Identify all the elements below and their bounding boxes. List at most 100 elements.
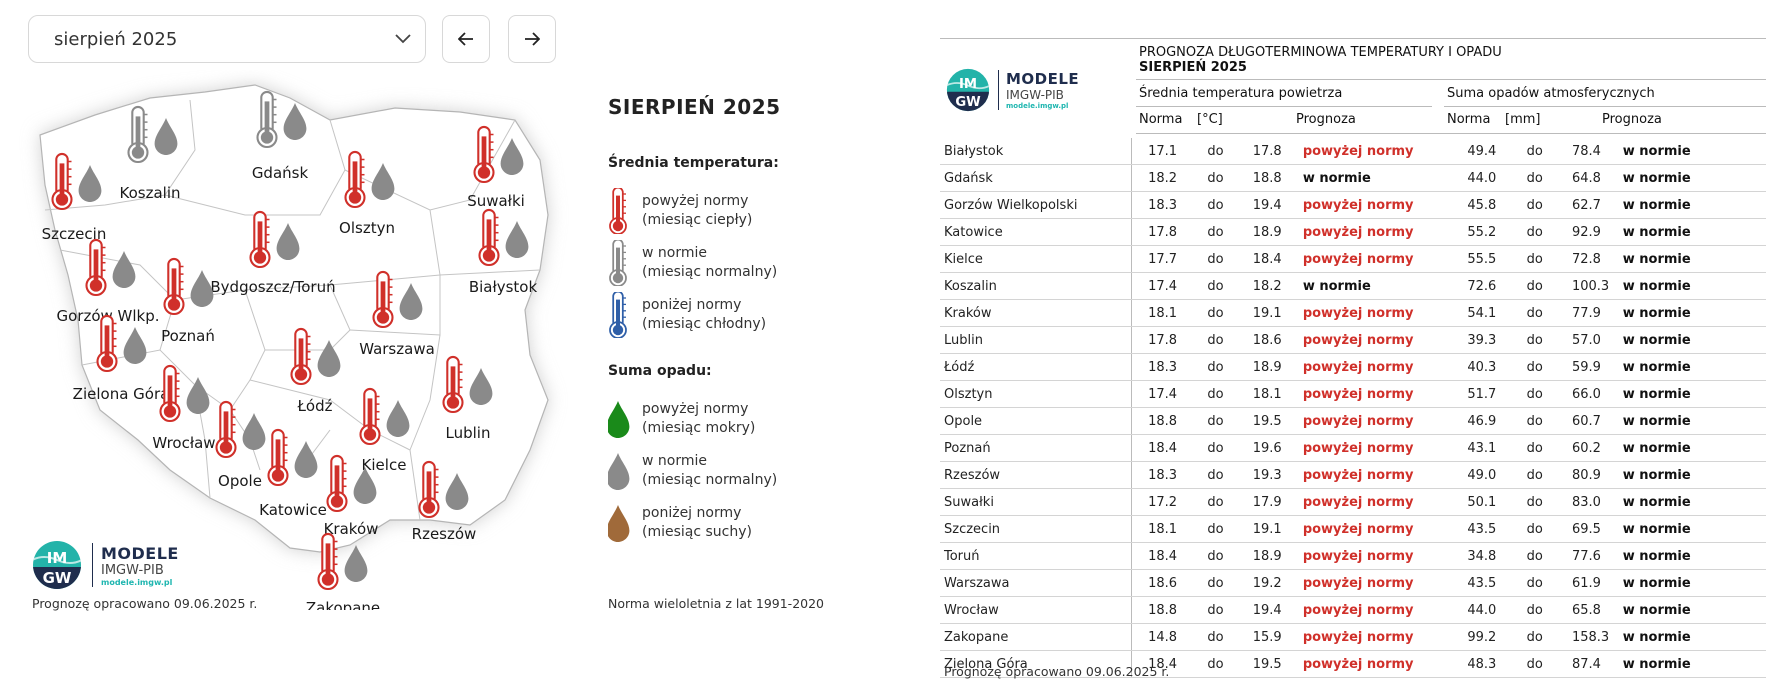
forecast-cell: w normie (1622, 542, 1766, 570)
range-separator: do (1526, 353, 1572, 381)
table-row: Katowice 17.8 do 18.9 powyżej normy 55.2 do 92.… (940, 218, 1766, 246)
city-label: Opole (218, 472, 262, 490)
forecast-cell: powyżej normy (1302, 191, 1452, 219)
thermometer-icon (96, 314, 118, 373)
range-separator: do (1526, 218, 1572, 246)
value-cell: 43.5 (1451, 515, 1527, 543)
forecast-cell: powyżej normy (1302, 650, 1452, 678)
value-cell: 19.1 (1252, 515, 1303, 543)
imgw-badge-icon: IM GW (946, 68, 990, 112)
range-separator: do (1526, 623, 1572, 651)
temp-group-header: Średnia temperatura powietrza (1139, 86, 1343, 101)
thermometer-icon (609, 292, 627, 338)
forecast-cell: w normie (1622, 650, 1766, 678)
forecast-cell: w normie (1622, 164, 1766, 192)
city-cell: Wrocław (940, 596, 1133, 624)
value-cell: 65.8 (1571, 596, 1623, 624)
range-separator: do (1526, 515, 1572, 543)
value-cell: 40.3 (1451, 353, 1527, 381)
range-separator: do (1526, 299, 1572, 327)
range-separator: do (1207, 138, 1253, 165)
table-row: Poznań 18.4 do 19.6 powyżej normy 43.1 do 60.2 w… (940, 434, 1766, 462)
range-separator: do (1207, 623, 1253, 651)
forecast-cell: w normie (1622, 488, 1766, 516)
value-cell: 72.8 (1571, 245, 1623, 273)
legend-footnote: Norma wieloletnia z lat 1991-2020 (608, 596, 825, 611)
forecast-cell: powyżej normy (1302, 542, 1452, 570)
thermometer-icon (609, 188, 627, 234)
month-select[interactable]: sierpień 2025 (28, 15, 426, 63)
table-month: SIERPIEŃ 2025 (1139, 60, 1247, 75)
forecast-cell: powyżej normy (1302, 299, 1452, 327)
arrow-right-icon (525, 32, 540, 46)
table-row: Kielce 17.7 do 18.4 powyżej normy 55.5 do 72.8 w… (940, 245, 1766, 273)
range-separator: do (1526, 191, 1572, 219)
value-cell: 39.3 (1451, 326, 1527, 354)
table-row: Szczecin 18.1 do 19.1 powyżej normy 43.5 do 69.… (940, 515, 1766, 543)
forecast-cell: powyżej normy (1302, 623, 1452, 651)
table-row: Zakopane 14.8 do 15.9 powyżej normy 99.2 do 158… (940, 623, 1766, 651)
thermometer-icon (609, 240, 627, 286)
value-cell: 18.9 (1252, 353, 1303, 381)
value-cell: 18.2 (1131, 164, 1208, 192)
value-cell: 17.8 (1131, 326, 1208, 354)
value-cell: 158.3 (1571, 623, 1623, 651)
value-cell: 44.0 (1451, 164, 1527, 192)
value-cell: 60.2 (1571, 434, 1623, 462)
forecast-cell: powyżej normy (1302, 138, 1452, 165)
legend-temp-heading: Średnia temperatura: (608, 155, 779, 171)
city-cell: Gdańsk (940, 164, 1133, 192)
city-label: Łódź (296, 397, 332, 415)
city-cell: Białystok (940, 138, 1133, 165)
value-cell: 17.4 (1131, 272, 1208, 300)
value-cell: 18.1 (1131, 299, 1208, 327)
rain-drop-icon (371, 163, 395, 201)
table-row: Opole 18.8 do 19.5 powyżej normy 46.9 do 60.7 w … (940, 407, 1766, 435)
range-separator: do (1207, 164, 1253, 192)
previous-month-button[interactable] (442, 15, 490, 63)
range-separator: do (1207, 488, 1253, 516)
city-cell: Łódź (940, 353, 1133, 381)
rain-drop-icon (505, 221, 529, 259)
month-select-value: sierpień 2025 (54, 28, 178, 50)
logo-line3: modele.imgw.pl (101, 577, 173, 587)
rain-drop-icon (154, 118, 178, 156)
forecast-cell: powyżej normy (1302, 407, 1452, 435)
city-label: Szczecin (42, 225, 107, 243)
city-cell: Rzeszów (940, 461, 1133, 489)
range-separator: do (1526, 138, 1572, 165)
chevron-down-icon (395, 34, 411, 44)
thermometer-icon (159, 364, 181, 423)
city-label: Zakopane (306, 599, 380, 610)
forecast-cell: w normie (1622, 353, 1766, 381)
city-cell: Poznań (940, 434, 1133, 462)
city-cell: Koszalin (940, 272, 1133, 300)
range-separator: do (1207, 515, 1253, 543)
city-label: Rzeszów (412, 525, 477, 543)
thermometer-icon (442, 355, 464, 414)
poland-forecast-map: Szczecin Koszalin Gdańsk Olsztyn Suwałki (39, 84, 549, 610)
value-cell: 19.5 (1252, 407, 1303, 435)
next-month-button[interactable] (508, 15, 556, 63)
value-cell: 17.2 (1131, 488, 1208, 516)
value-cell: 49.4 (1451, 138, 1527, 165)
table-row: Olsztyn 17.4 do 18.1 powyżej normy 51.7 do 66.0… (940, 380, 1766, 408)
forecast-cell: w normie (1622, 245, 1766, 273)
value-cell: 77.6 (1571, 542, 1623, 570)
value-cell: 43.1 (1451, 434, 1527, 462)
value-cell: 72.6 (1451, 272, 1527, 300)
range-separator: do (1526, 245, 1572, 273)
table-row: Gorzów Wielkopolski 18.3 do 19.4 powyżej nor… (940, 191, 1766, 219)
forecast-cell: w normie (1622, 380, 1766, 408)
forecast-cell: w normie (1622, 434, 1766, 462)
value-cell: 17.9 (1252, 488, 1303, 516)
rain-drop-icon (78, 165, 102, 203)
value-cell: 18.6 (1131, 569, 1208, 597)
value-cell: 55.5 (1451, 245, 1527, 273)
thermometer-icon (163, 257, 185, 316)
value-cell: 49.0 (1451, 461, 1527, 489)
table-row: Lublin 17.8 do 18.6 powyżej normy 39.3 do 57.0 w… (940, 326, 1766, 354)
value-cell: 61.9 (1571, 569, 1623, 597)
value-cell: 55.2 (1451, 218, 1527, 246)
imgw-badge-icon: IM GW (33, 541, 81, 589)
